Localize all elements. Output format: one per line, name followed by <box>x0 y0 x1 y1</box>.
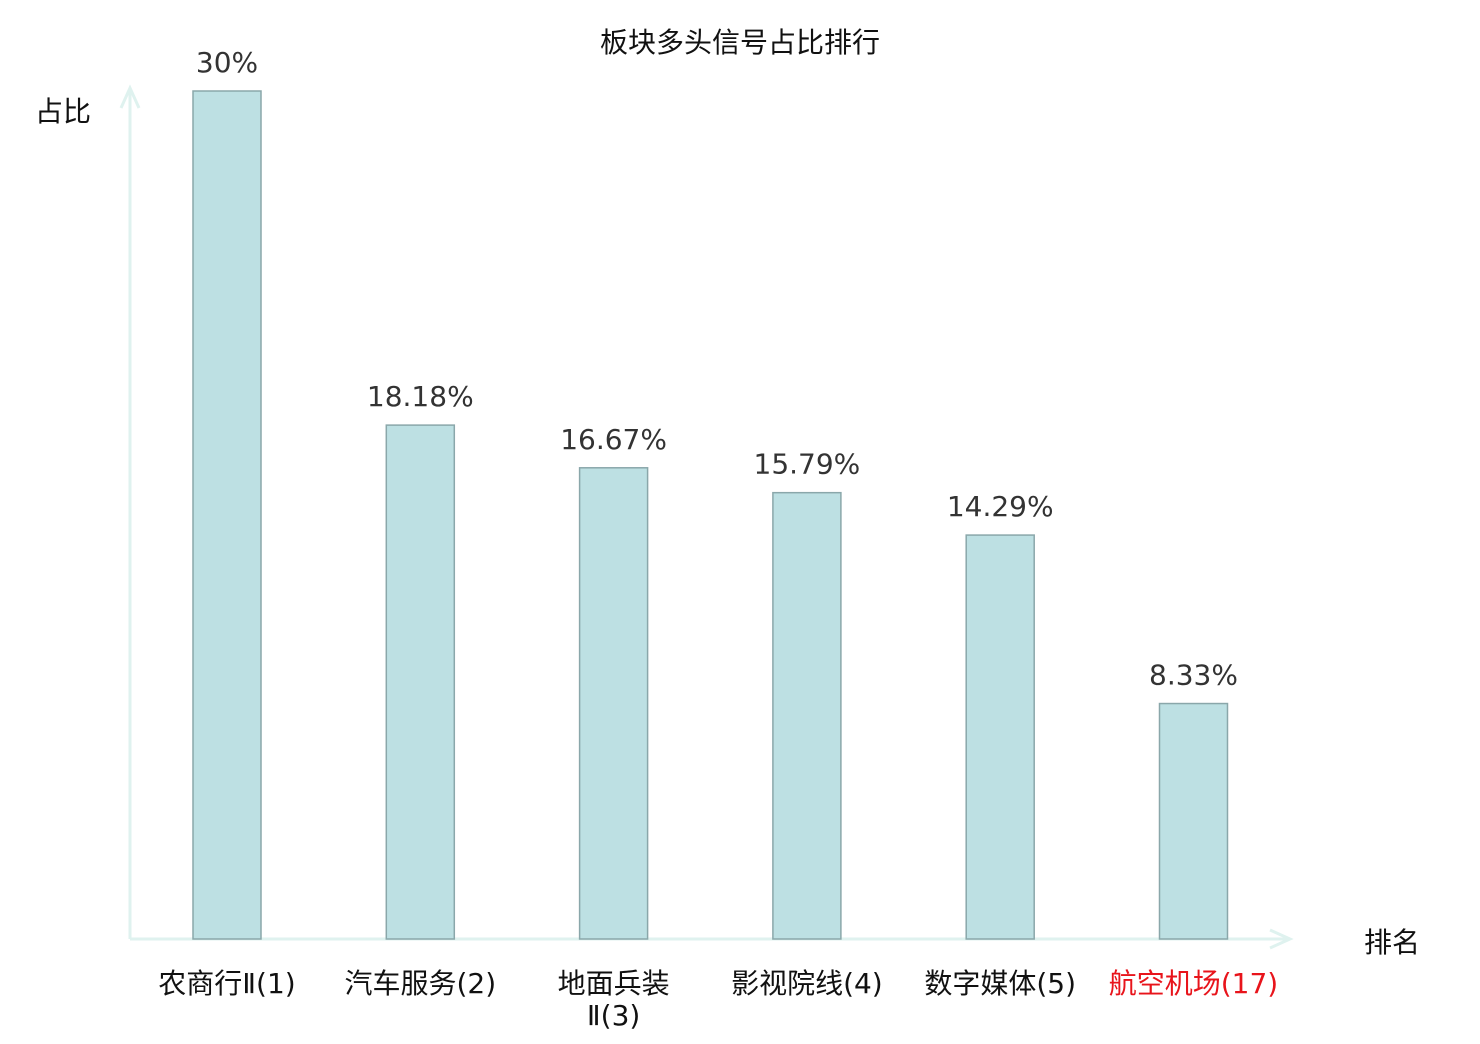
data-label: 14.29% <box>947 490 1054 523</box>
y-axis-arrow-icon <box>119 84 141 109</box>
x-tick-label-line: 地面兵装 <box>558 967 670 1000</box>
x-tick-label: 地面兵装 Ⅱ(3) <box>558 967 670 1032</box>
x-axis-label: 排名 <box>1364 926 1420 959</box>
axes <box>119 84 1294 950</box>
bar <box>965 534 1035 940</box>
bar <box>1158 702 1229 940</box>
data-label: 30% <box>196 46 258 79</box>
x-tick-label-line: Ⅱ(3) <box>587 999 640 1032</box>
data-label: 16.67% <box>560 423 667 456</box>
y-axis-label: 占比 <box>35 95 91 128</box>
bar <box>385 424 456 940</box>
x-tick-label: 汽车服务(2) <box>344 967 496 1000</box>
x-tick-label: 航空机场(17) <box>1109 967 1278 1000</box>
data-label: 18.18% <box>367 380 474 413</box>
bars: 30% 农商行Ⅱ(1) 18.18% 汽车服务(2) 16.67% 地面兵装 Ⅱ(3) 15.… <box>158 46 1278 1032</box>
x-tick-label: 农商行Ⅱ(1) <box>158 967 295 1000</box>
chart-title: 板块多头信号占比排行 <box>600 26 880 59</box>
data-label: 15.79% <box>754 448 861 481</box>
x-tick-label: 影视院线(4) <box>731 967 883 1000</box>
x-tick-label: 数字媒体(5) <box>924 967 1076 1000</box>
bar <box>772 491 842 940</box>
bar <box>578 467 649 940</box>
x-axis-arrow-icon <box>1269 928 1294 950</box>
data-label: 8.33% <box>1149 659 1238 692</box>
bar <box>192 90 262 940</box>
